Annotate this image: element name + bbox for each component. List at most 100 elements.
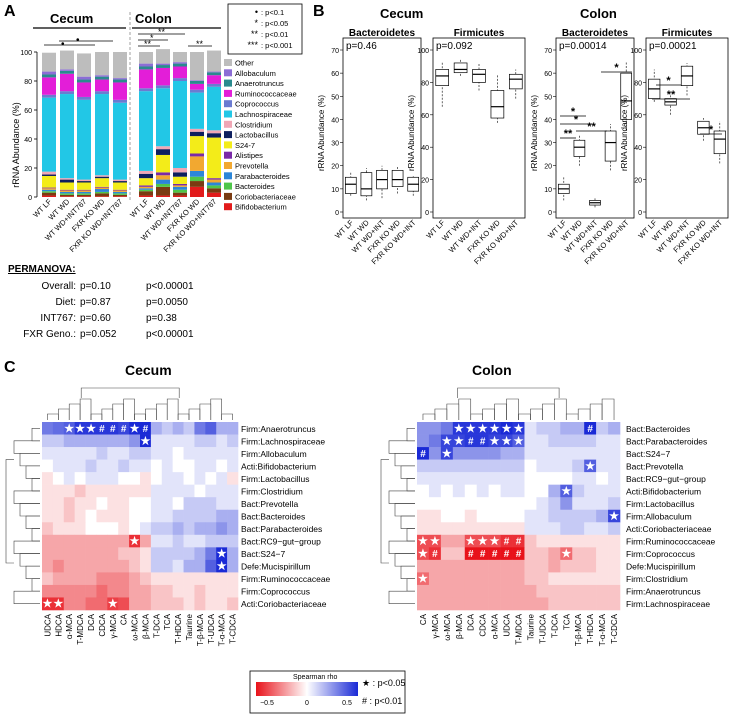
bar-segment — [60, 70, 74, 74]
dendrogram-branch — [470, 413, 483, 420]
legend-swatch — [224, 79, 232, 87]
bar-segment — [113, 193, 127, 195]
bar-segment — [42, 171, 56, 175]
heatmap-cell — [500, 509, 513, 523]
heatmap-cell — [536, 422, 549, 435]
heatmap-cell — [560, 522, 573, 536]
heatmap-cell — [118, 559, 130, 573]
y-tick-label: 30 — [544, 141, 552, 148]
bar-segment — [207, 182, 221, 186]
heatmap-cell — [608, 572, 621, 586]
heatmap-row-label: Defe:Mucispirillum — [626, 562, 695, 572]
dendrogram-branch — [388, 490, 415, 504]
bar-segment — [173, 62, 187, 64]
heatmap-cell — [440, 522, 454, 536]
heatmap-cell — [96, 447, 108, 460]
bar-segment — [139, 91, 153, 171]
heatmap-cell — [161, 509, 173, 523]
dendrogram-branch — [380, 459, 389, 564]
dendrogram-branch — [589, 403, 603, 420]
heatmap-cell — [452, 422, 466, 435]
heatmap-col-label: β-MCA — [455, 613, 464, 639]
dendrogram-branch — [400, 565, 415, 579]
heatmap-cell — [118, 484, 130, 498]
heatmap-cell — [596, 572, 609, 586]
legend-swatch — [224, 192, 232, 200]
bar-segment — [42, 195, 56, 197]
heatmap-cell — [584, 422, 597, 435]
boxplot-frame — [555, 37, 635, 219]
dendrogram-branch — [394, 503, 415, 517]
heatmap-col-label: T-UDCA — [207, 613, 216, 643]
heatmap-col-label: T-CDCA — [610, 613, 619, 643]
bar-segment — [77, 96, 91, 100]
heatmap-cell — [584, 572, 597, 586]
heatmap-cell — [63, 584, 75, 598]
heatmap-cell — [560, 434, 573, 448]
heatmap-cell — [536, 584, 549, 598]
panel-a: Cecum Colon • • ** * ** ** rRNA Abundanc… — [8, 3, 303, 340]
heatmap-cell — [150, 422, 163, 435]
heatmap-row-label: Bact:Prevotella — [241, 499, 298, 509]
heatmap-cell — [476, 422, 489, 435]
heatmap-cell — [440, 472, 454, 485]
heatmap-cell — [572, 497, 585, 511]
bar-segment — [113, 179, 127, 182]
heatmap-cell — [227, 534, 239, 548]
heatmap-cell — [512, 422, 525, 435]
heatmap-cell — [74, 509, 86, 523]
heatmap-cell — [172, 584, 184, 598]
dendrogram-branch — [5, 459, 14, 564]
heatmap-col-label: Taurine — [526, 613, 535, 640]
heatmap-cell — [584, 547, 597, 561]
heatmap-cell — [572, 547, 585, 561]
legend-swatch — [224, 69, 232, 77]
heatmap-cell — [150, 459, 163, 473]
heatmap-cell — [140, 522, 152, 536]
heatmap-cell — [512, 534, 525, 548]
permanova-label: Diet: — [55, 297, 76, 308]
heatmap-row-label: Bact:Parabacteroides — [626, 436, 707, 446]
bar-segment — [77, 189, 91, 191]
heatmap-cell — [118, 447, 130, 460]
heatmap-cell — [440, 484, 454, 498]
legend-swatch — [224, 131, 232, 139]
heatmap-mark: # — [504, 549, 510, 560]
y-tick-label: 40 — [331, 117, 339, 124]
heatmap-col-label: α-MCA — [65, 613, 74, 639]
heatmap-cell — [608, 484, 621, 498]
dendrogram-branch — [177, 413, 190, 420]
heatmap-cell — [96, 597, 108, 611]
heatmap-cell — [608, 459, 621, 473]
heatmap-cell — [536, 447, 549, 460]
boxplot-frame — [645, 37, 729, 219]
bar-segment — [95, 76, 109, 80]
heatmap-row-label: Bact:Prevotella — [626, 461, 683, 471]
heatmap-cell — [500, 522, 513, 536]
sig-mark: * — [571, 106, 576, 118]
heatmap-cell — [194, 447, 206, 460]
heatmap-cell — [205, 434, 217, 448]
heatmap-cell — [96, 559, 108, 573]
heatmap-cell — [428, 472, 442, 485]
heatmap-cell — [428, 422, 442, 435]
heatmap-cell — [172, 472, 184, 485]
y-tick-label: 100 — [630, 48, 642, 55]
heatmap-cell — [417, 559, 430, 573]
heatmap-cell — [205, 534, 217, 548]
bar-segment — [60, 179, 74, 183]
heatmap-cell — [140, 472, 152, 485]
heatmap-cell — [488, 534, 501, 548]
bar-segment — [139, 188, 153, 190]
heatmap-cell — [96, 472, 108, 485]
heatmap-cell — [452, 472, 466, 485]
dendrogram-branch — [388, 540, 415, 554]
heatmap-cell — [440, 572, 454, 586]
heatmap-col-label: CDCA — [98, 613, 107, 636]
heatmap-cell — [96, 572, 108, 586]
heatmap-row-label: Firm:Clostridium — [626, 574, 688, 584]
heatmap-cell — [512, 434, 525, 448]
heatmap-cell — [42, 434, 54, 448]
heatmap-cell — [118, 434, 130, 448]
